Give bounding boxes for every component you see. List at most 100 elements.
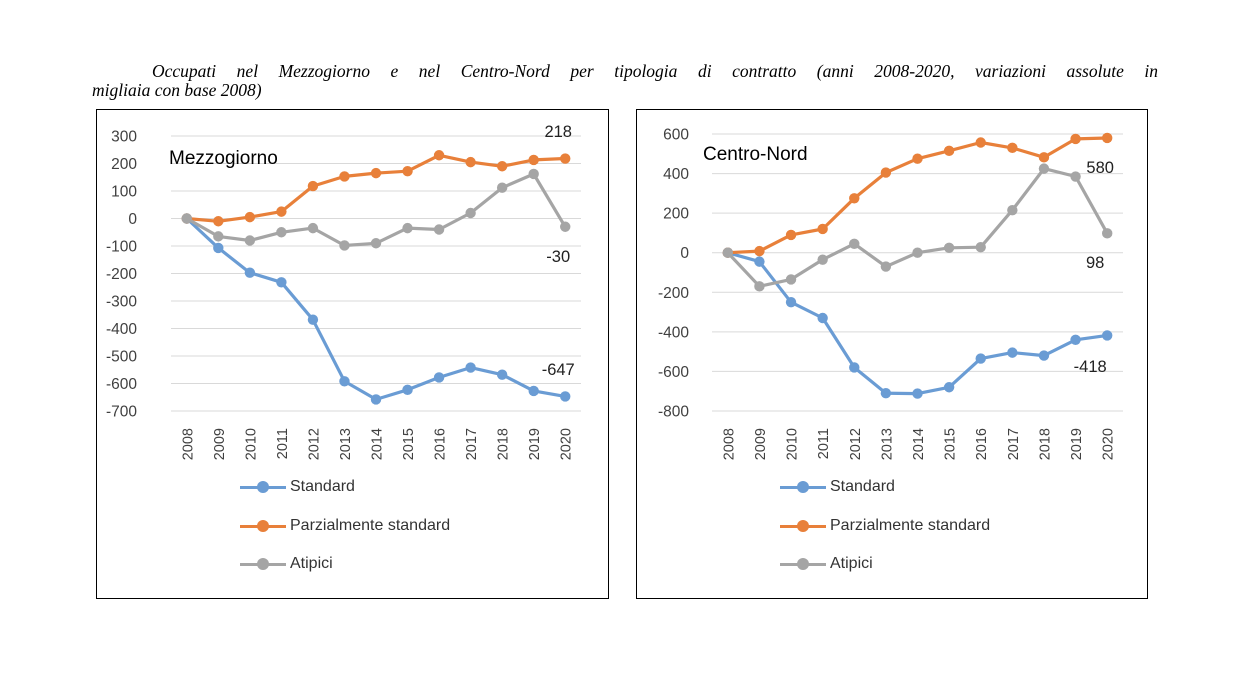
data-point bbox=[181, 213, 192, 224]
data-point bbox=[912, 247, 923, 258]
data-point bbox=[943, 145, 955, 157]
series-line-standard bbox=[727, 251, 1108, 396]
legend-marker bbox=[257, 519, 269, 532]
data-point bbox=[754, 281, 765, 292]
data-point bbox=[849, 193, 860, 204]
x-tick-label: 2008 bbox=[721, 428, 737, 460]
data-point bbox=[213, 242, 224, 254]
x-tick-label: 2017 bbox=[464, 428, 480, 460]
data-point bbox=[785, 229, 797, 241]
legend-item: Parzialmente standard bbox=[780, 517, 990, 535]
data-point bbox=[1007, 204, 1018, 216]
y-tick-label: -500 bbox=[106, 349, 137, 366]
x-tick-label: 2013 bbox=[879, 428, 895, 460]
y-tick-label: -600 bbox=[658, 364, 689, 381]
legend-marker bbox=[257, 481, 269, 493]
x-tick-label: 2013 bbox=[338, 428, 354, 460]
legend-swatch bbox=[240, 481, 286, 493]
data-label: 580 bbox=[1086, 159, 1114, 177]
y-tick-label: -700 bbox=[106, 404, 137, 421]
data-label: -647 bbox=[542, 361, 575, 379]
legend-label: Atipici bbox=[830, 555, 873, 572]
figure-caption: Occupati nel Mezzogiorno e nel Centro-No… bbox=[92, 62, 1158, 100]
data-point bbox=[722, 247, 734, 258]
x-tick-label: 2020 bbox=[1101, 428, 1117, 460]
data-point bbox=[528, 385, 539, 397]
data-point bbox=[339, 171, 350, 182]
legend-item: Atipici bbox=[240, 555, 333, 573]
chart-panel-mezzogiorno: 300 200 100 0 -100 -200 -300 -400 -500 -600 -700 20… bbox=[96, 109, 609, 599]
x-tick-label: 2015 bbox=[401, 428, 417, 460]
legend-label: Atipici bbox=[290, 555, 333, 572]
data-point bbox=[975, 241, 986, 253]
data-point bbox=[785, 296, 797, 308]
y-tick-label: -600 bbox=[106, 376, 137, 393]
series-line-atipici bbox=[726, 166, 1109, 288]
data-point bbox=[1038, 350, 1050, 361]
legend-label: Parzialmente standard bbox=[290, 516, 451, 534]
x-tick-label: 2009 bbox=[212, 428, 228, 460]
x-tick-label: 2018 bbox=[496, 428, 512, 460]
data-point bbox=[244, 235, 256, 246]
chart-title: Mezzogiorno bbox=[169, 148, 278, 169]
y-tick-label: -100 bbox=[106, 239, 137, 256]
data-point bbox=[402, 222, 413, 234]
data-point bbox=[560, 153, 571, 164]
data-point bbox=[339, 376, 350, 387]
x-tick-label: 2016 bbox=[974, 428, 990, 460]
data-point bbox=[339, 240, 350, 251]
caption-line-2: migliaia con base 2008) bbox=[92, 80, 262, 100]
data-point bbox=[465, 207, 476, 219]
data-point bbox=[496, 182, 508, 193]
data-point bbox=[1070, 133, 1081, 145]
data-point bbox=[1070, 171, 1081, 182]
y-tick-label: -200 bbox=[106, 266, 137, 283]
caption-line-1: Occupati nel Mezzogiorno e nel Centro-No… bbox=[152, 61, 1158, 81]
data-point bbox=[528, 154, 539, 166]
data-point bbox=[244, 267, 256, 278]
series-line-atipici bbox=[186, 172, 567, 248]
legend-swatch bbox=[780, 519, 826, 532]
y-tick-label: 100 bbox=[111, 184, 137, 201]
data-point bbox=[370, 238, 382, 249]
y-tick-label: -400 bbox=[106, 321, 137, 338]
data-point bbox=[433, 372, 445, 383]
data-point bbox=[754, 256, 765, 267]
chart-title: Centro-Nord bbox=[703, 144, 808, 165]
y-tick-label: 400 bbox=[663, 166, 689, 183]
data-label: -418 bbox=[1074, 358, 1107, 376]
data-point bbox=[754, 245, 765, 257]
x-tick-label: 2011 bbox=[275, 428, 291, 459]
y-tick-label: 300 bbox=[111, 129, 137, 146]
data-point bbox=[433, 224, 445, 235]
data-label: -30 bbox=[546, 248, 570, 266]
legend-item: Standard bbox=[780, 478, 895, 496]
legend-item: Atipici bbox=[780, 555, 873, 573]
data-point bbox=[433, 150, 445, 161]
y-tick-label: 600 bbox=[663, 127, 689, 144]
data-point bbox=[496, 369, 508, 380]
data-point bbox=[880, 387, 892, 399]
data-point bbox=[817, 254, 828, 265]
x-tick-label: 2020 bbox=[559, 428, 575, 460]
data-point bbox=[402, 384, 413, 396]
x-tick-label: 2010 bbox=[243, 428, 259, 460]
data-point bbox=[849, 362, 860, 373]
data-point bbox=[880, 167, 892, 178]
legend-item: Standard bbox=[240, 478, 355, 496]
data-point bbox=[1101, 330, 1113, 341]
data-point bbox=[1101, 228, 1113, 239]
y-tick-label: 0 bbox=[680, 245, 689, 262]
y-tick-label: -300 bbox=[106, 294, 137, 311]
data-point bbox=[213, 231, 224, 242]
data-point bbox=[1038, 163, 1050, 174]
data-point bbox=[276, 227, 287, 238]
data-point bbox=[307, 314, 319, 325]
data-point bbox=[370, 167, 382, 179]
y-tick-label: -800 bbox=[658, 404, 689, 421]
legend-label: Standard bbox=[830, 478, 895, 495]
legend-marker bbox=[797, 481, 809, 493]
y-tick-label: 200 bbox=[663, 206, 689, 223]
y-tick-label: -200 bbox=[658, 285, 689, 302]
data-label: 218 bbox=[544, 123, 572, 141]
